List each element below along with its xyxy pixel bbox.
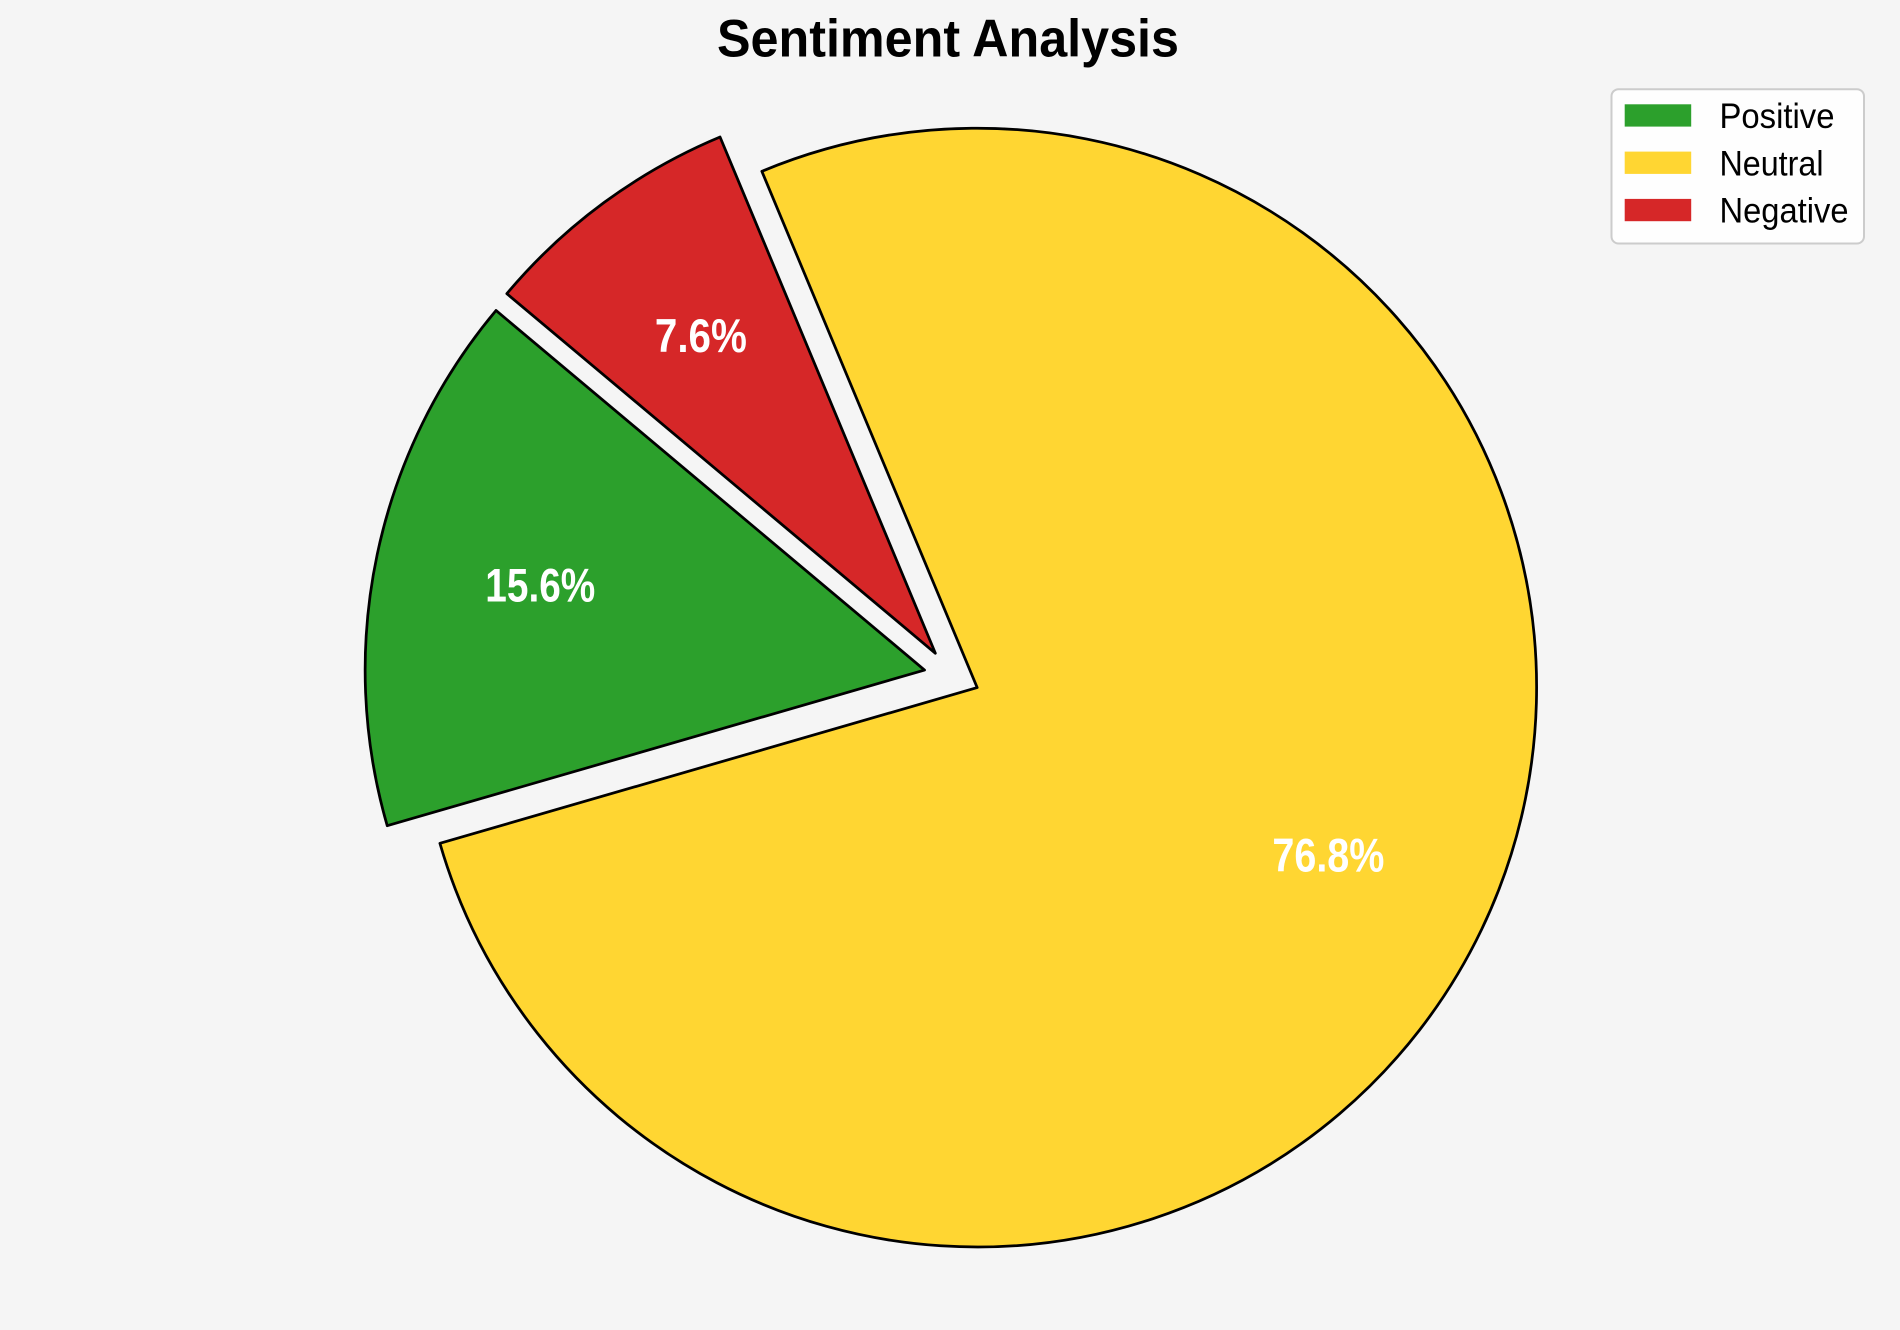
svg-text:15.6%: 15.6%	[485, 559, 595, 612]
svg-text:7.6%: 7.6%	[655, 309, 747, 362]
svg-text:Sentiment Analysis: Sentiment Analysis	[717, 10, 1179, 69]
svg-text:Neutral: Neutral	[1720, 144, 1824, 183]
svg-text:76.8%: 76.8%	[1272, 829, 1384, 882]
svg-text:Positive: Positive	[1720, 97, 1835, 136]
svg-text:Negative: Negative	[1720, 192, 1849, 231]
